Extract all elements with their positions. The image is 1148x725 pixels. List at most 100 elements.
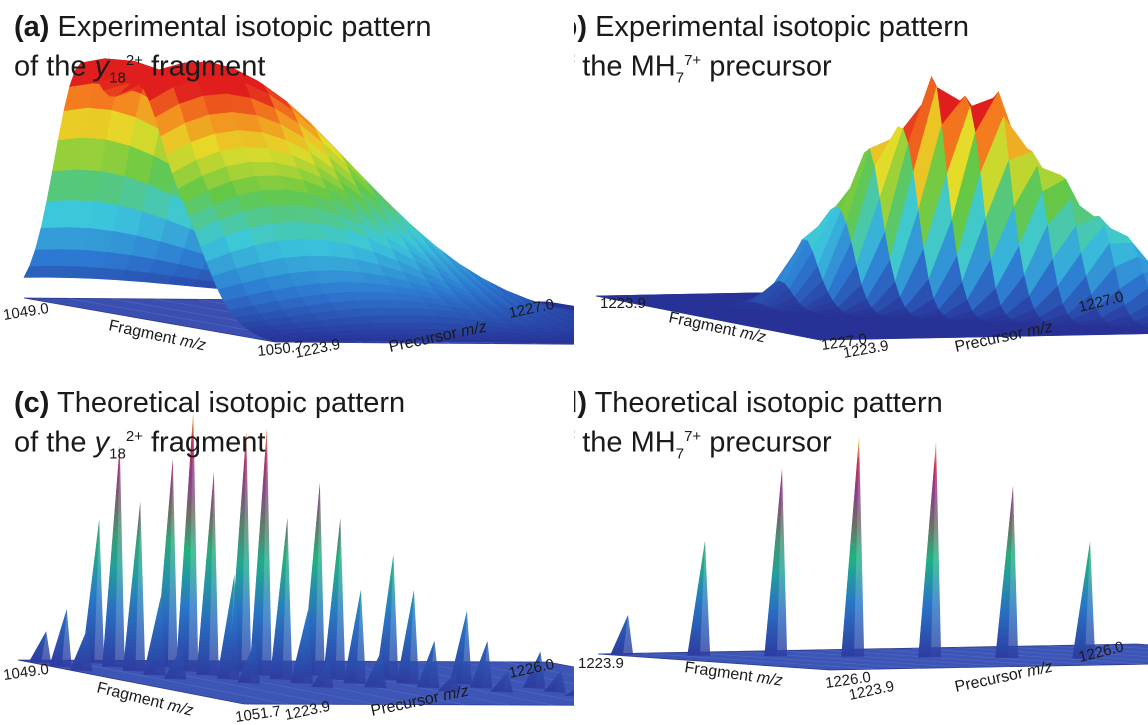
panel-d-base-gridline <box>911 647 1144 665</box>
panel-d-base-gridline <box>1001 646 1148 657</box>
panel-d-title-post: precursor <box>701 426 832 459</box>
panel-b: 1223.9 1227.0 1223.9 1227.0 Fragment m/z Prec… <box>574 0 1148 362</box>
panel-c-spike-face <box>543 671 567 693</box>
panel-c-spike-face <box>102 445 125 668</box>
panel-c-title-line2: of the <box>14 426 95 459</box>
panel-c-title-sup: 2+ <box>125 428 143 445</box>
panel-c-spike-face <box>196 472 219 676</box>
panel-d-base-gridline <box>956 647 1148 661</box>
panel-c-spike-face <box>490 670 514 693</box>
panel-d: 1223.9 1226.0 1223.9 1226.0 Fragment m/z Prec… <box>574 362 1148 724</box>
panel-b-title-line2: of the MH <box>574 50 676 83</box>
panel-a-title-line1: Experimental isotopic pattern <box>57 11 432 43</box>
panel-c-spike-face <box>290 610 313 685</box>
panel-b-x-axis-label-unit: m/z <box>738 324 767 346</box>
panel-c-spike-face <box>364 650 387 689</box>
panel-c-spike-face <box>269 517 293 681</box>
panel-d-y-axis-label-text: Precursor <box>953 664 1029 696</box>
panel-c-title-post: fragment <box>142 426 266 459</box>
panel-d-base-gridline <box>866 648 1100 666</box>
panel-d-spike-face <box>764 468 788 657</box>
panel-d-spike-face <box>687 540 711 656</box>
panel-a-x-axis-label-unit: m/z <box>178 332 207 354</box>
panel-d-x-tick-end: 1226.0 <box>824 669 872 692</box>
panel-d-spike-face <box>610 615 634 656</box>
panel-c-spike-face <box>322 518 346 681</box>
panel-c-spike-face <box>216 574 240 680</box>
panel-a-title-post: fragment <box>142 50 266 83</box>
panel-a-x-tick-end: 1050.7 <box>257 338 304 360</box>
panel-c-spike-face <box>81 519 105 664</box>
panel-c-spike-face <box>417 640 440 689</box>
panel-c-spike-face <box>523 651 546 689</box>
panel-d-y-axis-label-unit: m/z <box>1025 659 1054 681</box>
panel-a-label: (a) <box>14 11 50 43</box>
panel-d-base-gridline <box>687 652 920 669</box>
panel-c-spike-face <box>564 689 574 697</box>
panel-b-y-axis-label-unit: m/z <box>1025 319 1054 341</box>
panel-d-x-tick-start: 1223.9 <box>578 655 624 672</box>
panel-c-x-tick-start: 1049.0 <box>2 661 50 684</box>
panel-c-spike-face <box>311 661 334 689</box>
panel-c-spike-face <box>375 554 399 681</box>
panel-d-title-sub: 7 <box>675 445 685 463</box>
panel-c-title-sub: 18 <box>109 445 126 463</box>
panel-d-base-gridline <box>1091 644 1148 650</box>
panel-c-base-gridline <box>459 661 574 685</box>
panel-d-base-gridline <box>642 652 875 670</box>
panel-c-x-axis-label-unit: m/z <box>166 697 195 720</box>
panel-c-y-axis-label-unit: m/z <box>441 683 470 705</box>
panel-c-spike-face <box>237 641 260 684</box>
panel-d-base-gridline <box>777 650 1010 667</box>
panel-c-spike-face <box>437 673 461 693</box>
panel-c-spike-face <box>249 428 272 677</box>
panel-b-title-line1: Experimental isotopic pattern <box>595 11 970 43</box>
panel-a-title-sub: 18 <box>109 69 126 87</box>
panel-d-spike-face <box>1072 541 1096 659</box>
panel-b-title-post: precursor <box>701 50 832 83</box>
panel-c-label: (c) <box>14 387 50 419</box>
panel-c-spike-face <box>69 628 93 672</box>
panel-a-title-sup: 2+ <box>125 52 143 69</box>
panel-b-title-sup: 7+ <box>684 52 702 69</box>
panel-c-spike-face <box>122 501 146 672</box>
panel-c-spike-face <box>49 609 72 668</box>
panel-c-spike-face <box>449 610 472 685</box>
panel-d-spike-face <box>918 441 942 658</box>
panel-c-spike-face <box>28 631 52 664</box>
panel-b-label: (b) <box>574 11 588 43</box>
panel-a-title-symbol: y <box>94 50 110 83</box>
panel-d-title-line2: of the MH <box>574 426 676 459</box>
panel-c-spike-face <box>396 589 419 685</box>
panel-c-spike-face <box>163 647 187 680</box>
panel-c-spike-face <box>175 410 199 672</box>
panel-c-base-gridline <box>62 659 289 705</box>
panel-d-label: (d) <box>574 387 588 419</box>
panel-b-title: (b) Experimental isotopic pattern of the… <box>574 10 969 95</box>
panel-a: 1049.0 1050.7 1223.9 1227.0 Fragment m/z Prec… <box>0 0 574 362</box>
panel-c-title-symbol: y <box>94 426 110 459</box>
panel-d-spike-face <box>841 436 865 657</box>
panel-c-spike-face <box>470 640 493 689</box>
panel-a-title-line2: of the <box>14 50 95 83</box>
panel-c-spike-face <box>143 596 166 676</box>
panel-c-x-tick-end: 1051.7 <box>234 703 282 724</box>
panel-a-title: (a) Experimental isotopic pattern of the… <box>14 10 432 95</box>
panel-d-title-line1: Theoretical isotopic pattern <box>594 387 943 419</box>
panel-b-x-tick-end: 1227.0 <box>820 331 868 354</box>
panel-a-y-axis-label-unit: m/z <box>459 319 488 341</box>
panel-a-surface-cell <box>269 339 299 342</box>
panel-a-x-tick-start: 1049.0 <box>2 300 50 324</box>
panel-d-title-sup: 7+ <box>684 428 702 445</box>
panel-b-x-tick-start: 1223.9 <box>600 295 646 312</box>
panel-d-title: (d) Theoretical isotopic pattern of the … <box>574 386 943 471</box>
panel-d-spike-face <box>995 486 1019 659</box>
panel-b-surface-cell <box>814 338 844 341</box>
panel-b-title-sub: 7 <box>675 69 685 87</box>
panel-c-spike-face <box>343 589 366 685</box>
panel-c: 1049.0 1051.7 1223.9 1226.0 Fragment m/z Prec… <box>0 362 574 724</box>
